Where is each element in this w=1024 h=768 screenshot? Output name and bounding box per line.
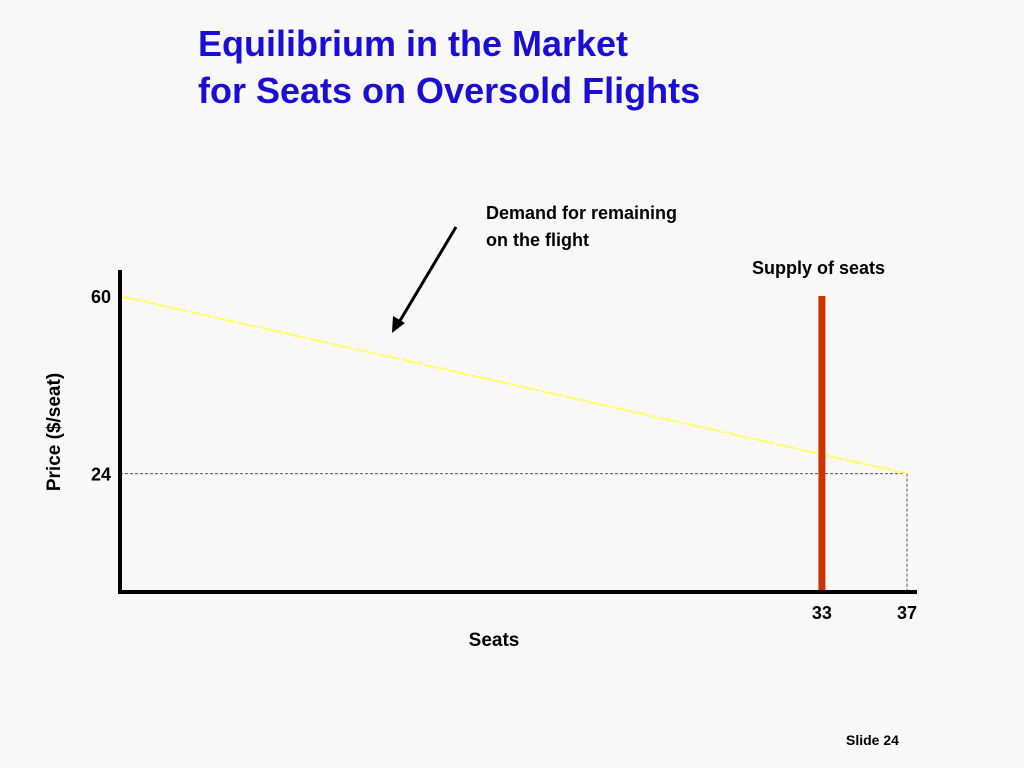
demand-curve (119, 295, 908, 475)
slide-title-line-2: for Seats on Oversold Flights (198, 70, 701, 111)
supply-annotation: Supply of seats (752, 258, 885, 278)
x-axis-label: Seats (469, 630, 520, 651)
demand-annotation-line-1: Demand for remaining (486, 203, 677, 223)
demand-annotation-line-2: on the flight (486, 230, 589, 250)
y-axis-label: Price ($/seat) (44, 373, 65, 491)
slide-title: Equilibrium in the Market for Seats on O… (198, 20, 700, 114)
x-tick-label-33: 33 (812, 603, 832, 623)
x-tick-label-37: 37 (897, 603, 917, 623)
demand-annotation-arrow-head (392, 316, 405, 333)
slide-number: Slide 24 (846, 732, 899, 748)
y-tick-label-24: 24 (91, 465, 111, 485)
y-tick-label-60: 60 (91, 287, 111, 307)
slide-title-line-1: Equilibrium in the Market (198, 23, 629, 64)
demand-annotation-arrow-shaft (396, 226, 458, 325)
